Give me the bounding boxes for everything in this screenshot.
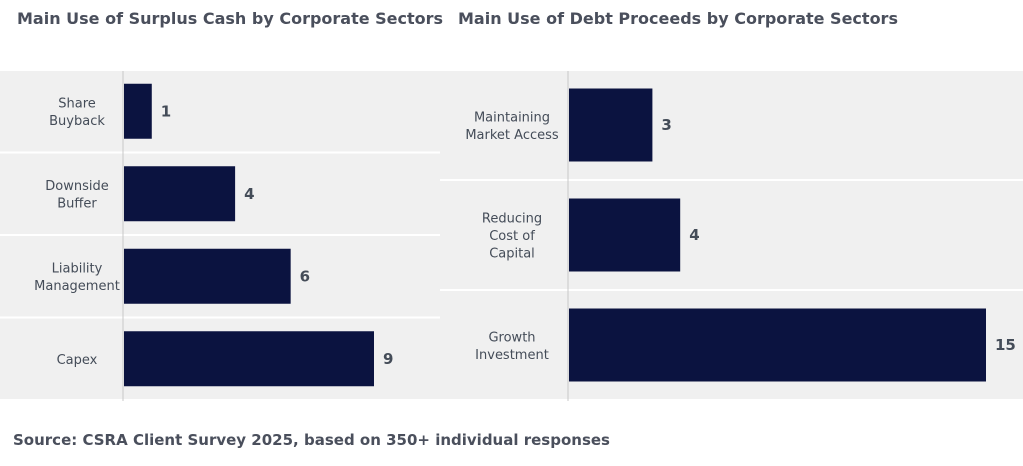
surplus-category-label-3: Capex — [57, 353, 98, 368]
surplus-category-label-0: Share Buyback — [49, 97, 105, 130]
surplus-category-label-1: Downside Buffer — [45, 179, 108, 212]
surplus-cash-bar-chart: 1 Share Buyback 4 Downside Buffer 6 Liability Ma… — [0, 71, 440, 401]
debt-category-label-1: Reducing Cost of Capital — [482, 212, 542, 262]
surplus-bar-2 — [124, 248, 291, 304]
debt-bar-0 — [569, 88, 653, 162]
source-note: Source: CSRA Client Survey 2025, based o… — [13, 431, 610, 449]
debt-category-label-0: Maintaining Market Access — [465, 110, 559, 143]
debt-bar-1 — [569, 198, 681, 272]
debt-category-label-2: Growth Investment — [475, 330, 549, 363]
chart-title-surplus-cash: Main Use of Surplus Cash by Corporate Se… — [17, 9, 444, 28]
surplus-bar-1 — [124, 166, 236, 222]
row-band — [440, 71, 1023, 179]
surplus-value-label-2: 6 — [300, 267, 310, 285]
surplus-value-label-3: 9 — [383, 350, 393, 368]
debt-value-label-2: 15 — [995, 336, 1016, 354]
surplus-category-label-2: Liability Management — [34, 262, 120, 295]
chart-title-debt-proceeds: Main Use of Debt Proceeds by Corporate S… — [458, 9, 898, 28]
surplus-bar-3 — [124, 331, 374, 387]
debt-value-label-0: 3 — [661, 116, 671, 134]
row-band — [440, 181, 1023, 289]
surplus-bar-0 — [124, 83, 152, 139]
surplus-value-label-1: 4 — [244, 185, 254, 203]
debt-proceeds-bar-chart: 3 Maintaining Market Access 4 Reducing Cost o… — [440, 71, 1023, 401]
row-band — [0, 71, 440, 152]
debt-value-label-1: 4 — [689, 226, 699, 244]
surplus-value-label-0: 1 — [161, 102, 171, 120]
debt-bar-2 — [569, 308, 986, 382]
